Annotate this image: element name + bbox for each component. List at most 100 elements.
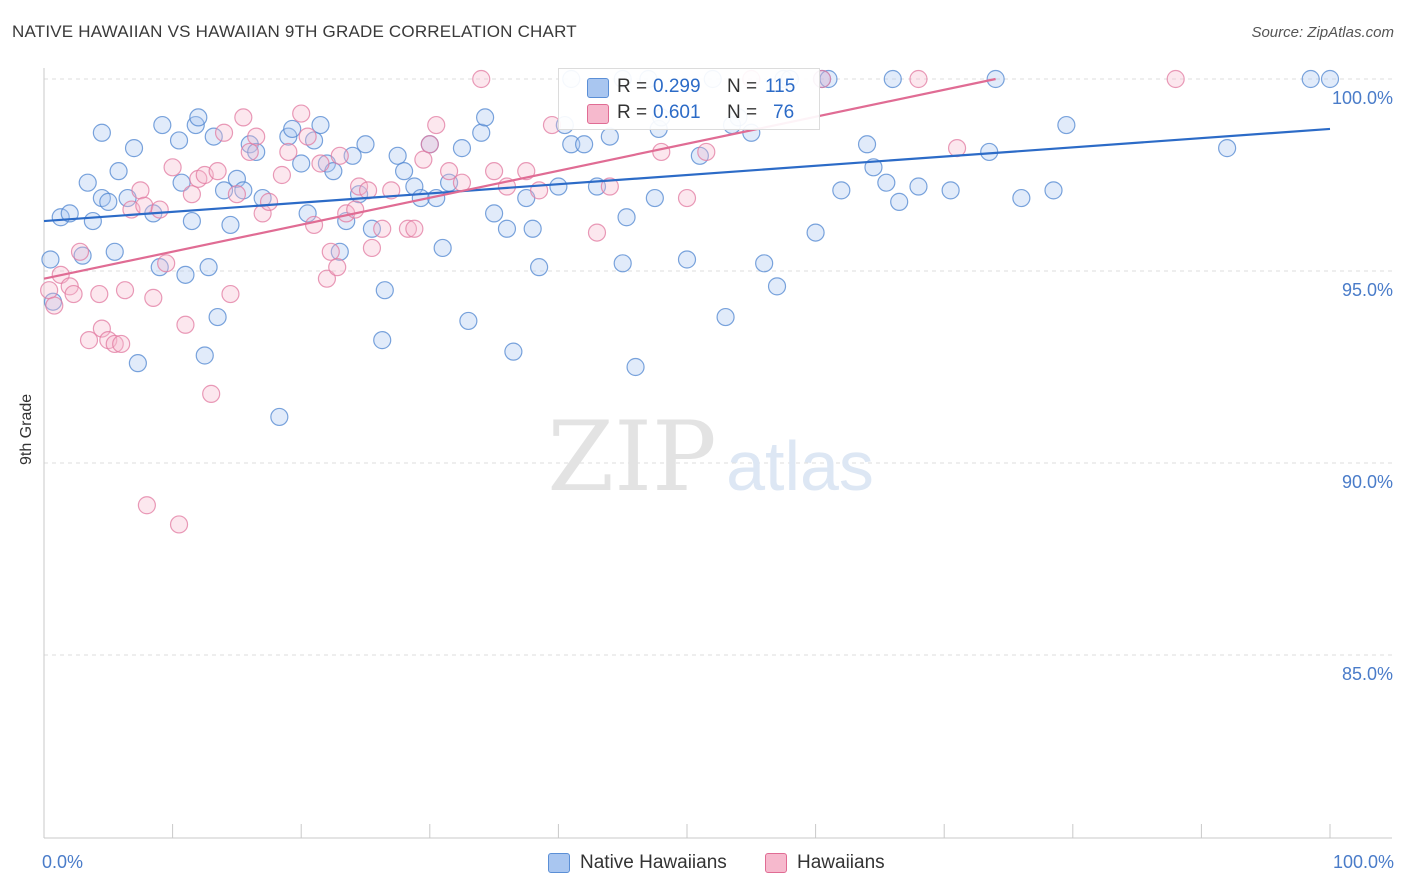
scatter-point [472,123,491,142]
scatter-point [767,277,787,296]
correlation-legend: R = 0.299 N = 115 R = 0.601 N = 76 [558,68,820,130]
scatter-point [157,254,176,273]
scatter-point [420,135,439,154]
watermark-zip: ZIP [547,401,716,513]
scatter-point [292,104,311,123]
y-tick-label: 90.0% [1342,472,1393,492]
scatter-point [626,357,645,377]
scatter-point [317,269,337,288]
scatter-point [645,188,664,208]
scatter-point [199,258,218,277]
scatter-point [362,238,382,258]
scatter-point [362,219,382,238]
scatter-point [530,258,549,277]
scatter-point [227,185,246,204]
watermark-atlas: atlas [726,427,874,505]
chart-title: NATIVE HAWAIIAN VS HAWAIIAN 9TH GRADE CO… [12,22,577,41]
scatter-point [208,162,227,181]
scatter-point [247,127,266,146]
scatter-point [832,181,851,200]
scatter-point [1166,69,1185,89]
scatter-point [279,142,298,162]
scatter-point [292,154,311,173]
scatter-point [677,188,697,208]
scatter-point [883,69,902,89]
scatter-point [652,142,671,162]
scatter-point [947,139,967,158]
scatter-point [311,154,330,173]
scatter-point [259,192,279,211]
scatter-point [562,135,581,154]
scatter-point [189,108,208,127]
scatter-point [270,407,289,427]
scatter-point [40,281,59,300]
scatter-point [176,315,195,334]
bottom-legend-label: Hawaiians [797,852,885,873]
legend-swatch-native-hawaiians [587,78,609,98]
scatter-point [70,242,90,261]
scatter-point [234,108,253,127]
scatter-point [150,200,169,219]
scatter-point [909,177,928,196]
scatter-point [755,254,774,273]
scatter-point [941,181,960,200]
scatter-point [105,334,124,354]
scatter-point [485,162,504,181]
scatter-point [890,192,909,211]
scatter-point [716,307,735,327]
scatter-point [221,284,240,304]
scatter-point [864,158,883,177]
scatter-point [169,515,189,534]
scatter-point [452,139,472,158]
scatter-point [439,162,459,181]
scatter-point [78,173,97,192]
scatter-point [877,173,896,192]
legend-n-label: N = [727,76,758,97]
scatter-point [202,384,221,403]
scatter-point [504,342,523,361]
scatter-point [112,334,131,354]
scatter-point [92,123,111,142]
y-tick-label: 85.0% [1342,664,1393,684]
scatter-point [124,139,144,158]
legend-n-value: 76 [773,102,795,123]
scatter-point [182,211,201,231]
scatter-point [1301,69,1320,89]
scatter-point [373,219,392,238]
scatter-point [128,354,147,373]
legend-r-label: R = [617,76,648,97]
trend-line [43,127,1331,223]
scatter-point [330,146,349,165]
bottom-legend-swatch-native-hawaiians [548,853,570,873]
scatter-point [321,242,340,261]
axes [43,68,1392,839]
scatter-point [388,146,407,165]
x-tick-label-min: 0.0% [42,852,84,872]
y-axis-label: 9th Grade [18,393,35,465]
x-tick-label-max: 100.0% [1332,852,1394,872]
scatter-point [283,119,302,139]
scatter-point [90,284,109,304]
scatter-point [806,223,825,242]
scatter-point [617,208,636,227]
scatter-point [328,258,347,277]
bottom-legend-label: Native Hawaiians [580,852,727,873]
scatter-point [1012,188,1031,208]
scatter-point [472,69,491,89]
scatter-point [99,192,118,211]
scatter-point [517,162,536,181]
scatter-point [523,219,542,238]
scatter-point [497,219,517,238]
scatter-point [41,250,60,269]
scatter-point [575,135,594,154]
y-tick-label: 95.0% [1342,280,1393,300]
scatter-point [311,115,330,135]
scatter-point [697,142,716,162]
scatter-point [433,238,452,258]
scatter-point [349,177,369,196]
source-label: Source: ZipAtlas.com [1251,24,1394,41]
scatter-point [298,127,317,146]
scatter-point [163,158,182,177]
scatter-point [382,181,401,200]
